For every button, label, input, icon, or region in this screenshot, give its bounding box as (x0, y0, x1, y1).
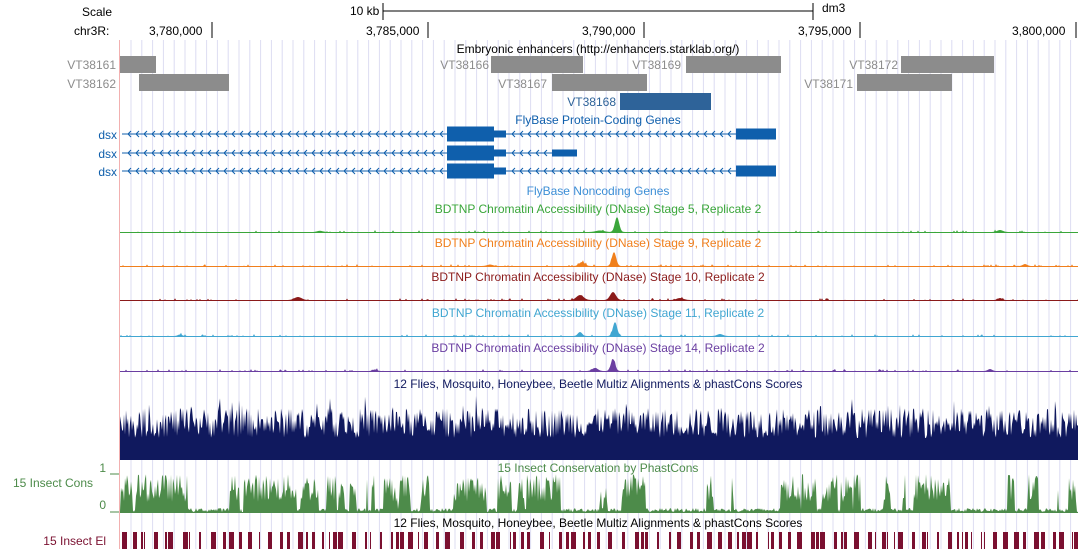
enhancer-label: VT38168 (567, 95, 616, 109)
enhancer-label: VT38162 (67, 77, 116, 91)
gene-label: dsx (98, 128, 117, 142)
enhancer-label: VT38166 (440, 58, 489, 72)
scale-label: Scale (82, 5, 113, 19)
conservation-signal[interactable] (120, 474, 1078, 514)
position-label: 3,785,000 (366, 24, 420, 38)
position-label: 3,795,000 (798, 24, 852, 38)
dnase-stage11-title: BDTNP Chromatin Accessibility (DNase) St… (431, 306, 765, 320)
conservation-track-title: 15 Insect Conservation by PhastCons (497, 461, 699, 475)
enhancer-feature[interactable] (552, 74, 647, 91)
enhancers-track-title: Embryonic enhancers (http://enhancers.st… (456, 42, 740, 56)
elements-side-label[interactable]: 15 Insect El (43, 534, 106, 548)
chrom-label: chr3R: (74, 24, 110, 38)
noncoding-track-title: FlyBase Noncoding Genes (526, 184, 670, 198)
position-label: 3,800,000 (1012, 24, 1066, 38)
conservation-axis-max: 1 (99, 461, 106, 475)
scale-bar-label: 10 kb (350, 4, 380, 18)
dnase-stage10-title: BDTNP Chromatin Accessibility (DNase) St… (431, 270, 765, 284)
conservation-side-label[interactable]: 15 Insect Cons (12, 476, 93, 490)
conservation-axis-min: 0 (99, 498, 106, 512)
assembly-label: dm3 (822, 1, 846, 15)
enhancer-label: VT38171 (804, 77, 853, 91)
dnase-stage10-signal[interactable] (120, 282, 1078, 302)
enhancer-label: VT38169 (632, 58, 681, 72)
transcript-model[interactable] (122, 163, 776, 179)
enhancer-feature-highlighted[interactable] (620, 93, 711, 110)
dnase-stage5-signal[interactable] (120, 214, 1078, 234)
dnase-stage9-title: BDTNP Chromatin Accessibility (DNase) St… (434, 236, 762, 250)
enhancer-feature[interactable] (901, 56, 994, 73)
ruler-ticks (211, 22, 1077, 38)
transcript-model[interactable] (122, 126, 776, 142)
dnase-stage9-signal[interactable] (120, 248, 1078, 268)
elements-track-title: 12 Flies, Mosquito, Honeybee, Beetle Mul… (393, 516, 803, 530)
dnase-stage14-title: BDTNP Chromatin Accessibility (DNase) St… (431, 341, 765, 355)
multiz-track-title: 12 Flies, Mosquito, Honeybee, Beetle Mul… (393, 377, 803, 391)
dnase-stage5-title: BDTNP Chromatin Accessibility (DNase) St… (434, 202, 762, 216)
genes-track-title: FlyBase Protein-Coding Genes (515, 113, 681, 127)
elements-signal[interactable] (120, 530, 1078, 549)
enhancer-feature[interactable] (139, 74, 229, 91)
conservation-axis (110, 473, 119, 513)
enhancer-label: VT38161 (67, 58, 116, 72)
gene-label: dsx (98, 165, 117, 179)
gene-label: dsx (98, 147, 117, 161)
transcript-model[interactable] (122, 145, 577, 161)
gene-models[interactable] (120, 126, 1078, 184)
position-label: 3,780,000 (149, 24, 203, 38)
enhancer-feature[interactable] (686, 56, 781, 73)
enhancer-label: VT38172 (849, 58, 898, 72)
enhancer-feature[interactable] (491, 56, 583, 73)
enhancer-label: VT38167 (498, 77, 547, 91)
scale-bar (382, 3, 814, 20)
enhancer-feature[interactable] (857, 74, 952, 91)
dnase-stage11-signal[interactable] (120, 318, 1078, 338)
enhancer-feature[interactable] (120, 56, 156, 73)
multiz-signal[interactable] (120, 394, 1078, 460)
position-label: 3,790,000 (582, 24, 636, 38)
dnase-stage14-signal[interactable] (120, 353, 1078, 373)
